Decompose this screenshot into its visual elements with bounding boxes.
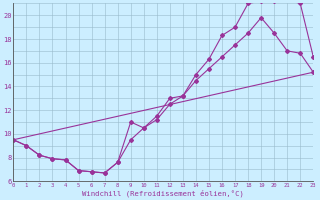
X-axis label: Windchill (Refroidissement éolien,°C): Windchill (Refroidissement éolien,°C) <box>82 189 244 197</box>
